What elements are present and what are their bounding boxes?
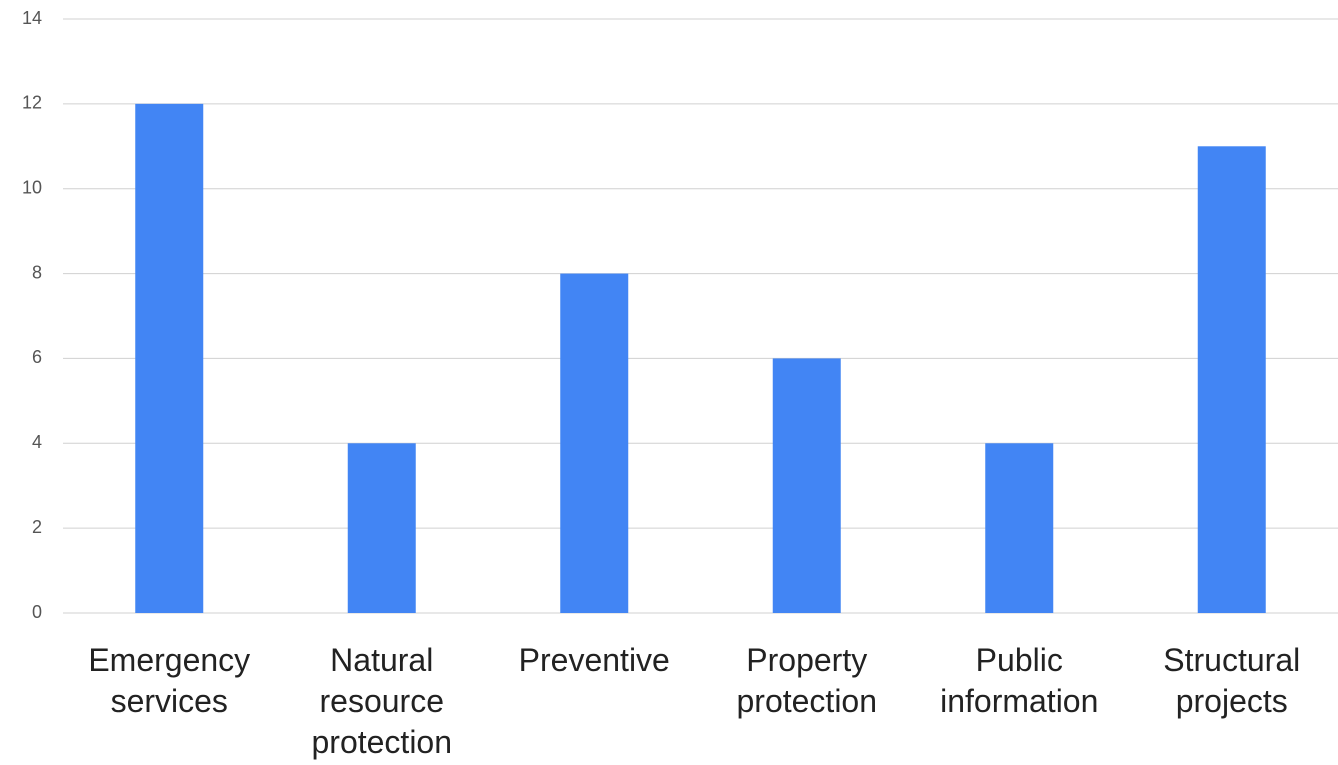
y-tick-label: 14 — [22, 8, 42, 28]
x-tick-label: Preventive — [518, 642, 670, 678]
y-tick-label: 10 — [22, 177, 42, 197]
x-tick-label: Emergency services — [88, 642, 251, 719]
bar — [772, 358, 841, 613]
y-tick-label: 6 — [32, 347, 42, 367]
x-tick-label: Natural resource protection — [311, 642, 453, 760]
bar — [985, 443, 1054, 613]
y-tick-label: 0 — [32, 602, 42, 622]
bar — [347, 443, 416, 613]
bar — [560, 273, 629, 613]
y-tick-label: 2 — [32, 517, 42, 537]
x-tick-label: Structural projects — [1163, 642, 1301, 719]
bar — [1197, 146, 1266, 614]
bar — [135, 103, 204, 613]
y-tick-label: 4 — [32, 432, 42, 452]
x-tick-label: Public information — [940, 642, 1099, 719]
y-tick-label: 12 — [22, 93, 42, 113]
y-tick-label: 8 — [32, 262, 42, 282]
x-tick-label: Property protection — [736, 642, 878, 719]
